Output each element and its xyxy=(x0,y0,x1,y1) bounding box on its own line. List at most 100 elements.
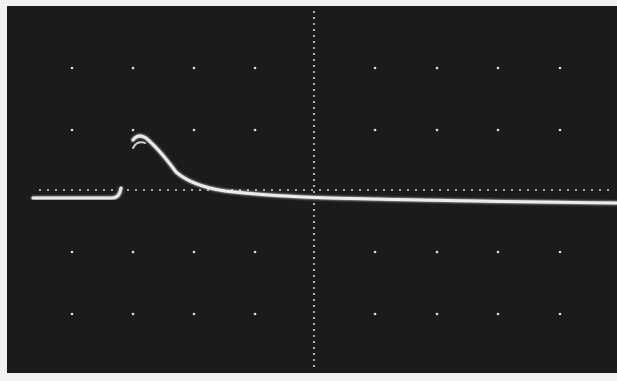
center-horizontal-dot xyxy=(151,189,153,191)
graticule-dot xyxy=(192,312,196,316)
center-horizontal-dot xyxy=(383,189,385,191)
center-horizontal-dot xyxy=(87,189,89,191)
center-horizontal-dot xyxy=(455,189,457,191)
center-horizontal-dot xyxy=(335,189,337,191)
center-vertical-dot xyxy=(313,221,315,223)
center-vertical-dot xyxy=(313,167,315,169)
center-horizontal-dot xyxy=(167,189,169,191)
graticule-dot xyxy=(192,250,196,254)
center-vertical-dot xyxy=(313,125,315,127)
center-horizontal-dot xyxy=(279,189,281,191)
graticule-dot xyxy=(70,250,74,254)
center-horizontal-dot xyxy=(71,189,73,191)
center-vertical-dot xyxy=(313,107,315,109)
center-horizontal-dot xyxy=(559,189,561,191)
graticule-dot xyxy=(131,250,135,254)
center-horizontal-dot xyxy=(127,189,129,191)
center-vertical-dot xyxy=(313,353,315,355)
center-vertical-dot xyxy=(313,335,315,337)
center-horizontal-dot xyxy=(159,189,161,191)
center-vertical-dot xyxy=(313,119,315,121)
center-vertical-dot xyxy=(313,323,315,325)
center-vertical-dot xyxy=(313,257,315,259)
graticule-dot xyxy=(435,312,439,316)
center-vertical-dot xyxy=(313,155,315,157)
center-horizontal-dot xyxy=(343,189,345,191)
graticule-dot xyxy=(435,250,439,254)
center-horizontal-dot xyxy=(303,189,305,191)
center-vertical-dot xyxy=(313,179,315,181)
graticule-dot xyxy=(373,128,377,132)
center-horizontal-dot xyxy=(199,189,201,191)
center-horizontal-dot xyxy=(263,189,265,191)
center-vertical-dot xyxy=(313,287,315,289)
center-vertical-dot xyxy=(313,29,315,31)
center-horizontal-dot xyxy=(359,189,361,191)
center-horizontal-dot xyxy=(407,189,409,191)
center-horizontal-dot xyxy=(511,189,513,191)
center-vertical-dot xyxy=(313,59,315,61)
graticule-dot xyxy=(131,128,135,132)
center-horizontal-dot xyxy=(495,189,497,191)
graticule-dot xyxy=(496,250,500,254)
center-horizontal-dot xyxy=(487,189,489,191)
center-vertical-dot xyxy=(313,245,315,247)
center-horizontal-dot xyxy=(567,189,569,191)
trace-decay xyxy=(131,134,617,205)
center-vertical-dot xyxy=(313,161,315,163)
center-vertical-dot xyxy=(313,83,315,85)
center-vertical-dot xyxy=(313,113,315,115)
graticule-dot xyxy=(435,66,439,70)
center-horizontal-dot xyxy=(63,189,65,191)
center-horizontal-dot xyxy=(431,189,433,191)
graticule-dot xyxy=(373,312,377,316)
center-horizontal-dot xyxy=(207,189,209,191)
graticule-dot xyxy=(496,128,500,132)
center-vertical-dot xyxy=(313,317,315,319)
center-horizontal-dot xyxy=(599,189,601,191)
center-horizontal-dot xyxy=(79,189,81,191)
center-horizontal-dot xyxy=(247,189,249,191)
center-horizontal-dot xyxy=(503,189,505,191)
center-vertical-dot xyxy=(313,329,315,331)
center-vertical-dot xyxy=(313,209,315,211)
graticule-dot xyxy=(253,250,257,254)
center-horizontal-dot xyxy=(311,189,313,191)
center-vertical-dot xyxy=(313,281,315,283)
center-vertical-dot xyxy=(313,23,315,25)
center-horizontal-dot xyxy=(271,189,273,191)
center-horizontal-dot xyxy=(575,189,577,191)
center-horizontal-dot xyxy=(399,189,401,191)
center-vertical-dot xyxy=(313,47,315,49)
center-horizontal-dot xyxy=(439,189,441,191)
center-vertical-dot xyxy=(313,137,315,139)
center-vertical-dot xyxy=(313,41,315,43)
graticule-dot xyxy=(131,66,135,70)
center-vertical-dot xyxy=(313,11,315,13)
center-vertical-dot xyxy=(313,143,315,145)
center-horizontal-dot xyxy=(239,189,241,191)
center-vertical-dot xyxy=(313,35,315,37)
center-vertical-dot xyxy=(313,71,315,73)
center-vertical-dot xyxy=(313,347,315,349)
graticule-dot xyxy=(192,66,196,70)
center-vertical-dot xyxy=(313,101,315,103)
center-horizontal-dot xyxy=(39,189,41,191)
center-horizontal-dot xyxy=(135,189,137,191)
center-horizontal-dot xyxy=(583,189,585,191)
center-vertical-dot xyxy=(313,89,315,91)
center-horizontal-dot xyxy=(471,189,473,191)
center-vertical-dot xyxy=(313,341,315,343)
graticule-dot xyxy=(70,312,74,316)
graticule-dot xyxy=(558,66,562,70)
center-horizontal-dot xyxy=(519,189,521,191)
center-horizontal-dot xyxy=(391,189,393,191)
center-vertical-dot xyxy=(313,365,315,367)
center-vertical-dot xyxy=(313,293,315,295)
center-horizontal-dot xyxy=(543,189,545,191)
center-horizontal-dot xyxy=(55,189,57,191)
center-vertical-dot xyxy=(313,239,315,241)
center-vertical-dot xyxy=(313,17,315,19)
graticule-dot xyxy=(558,128,562,132)
